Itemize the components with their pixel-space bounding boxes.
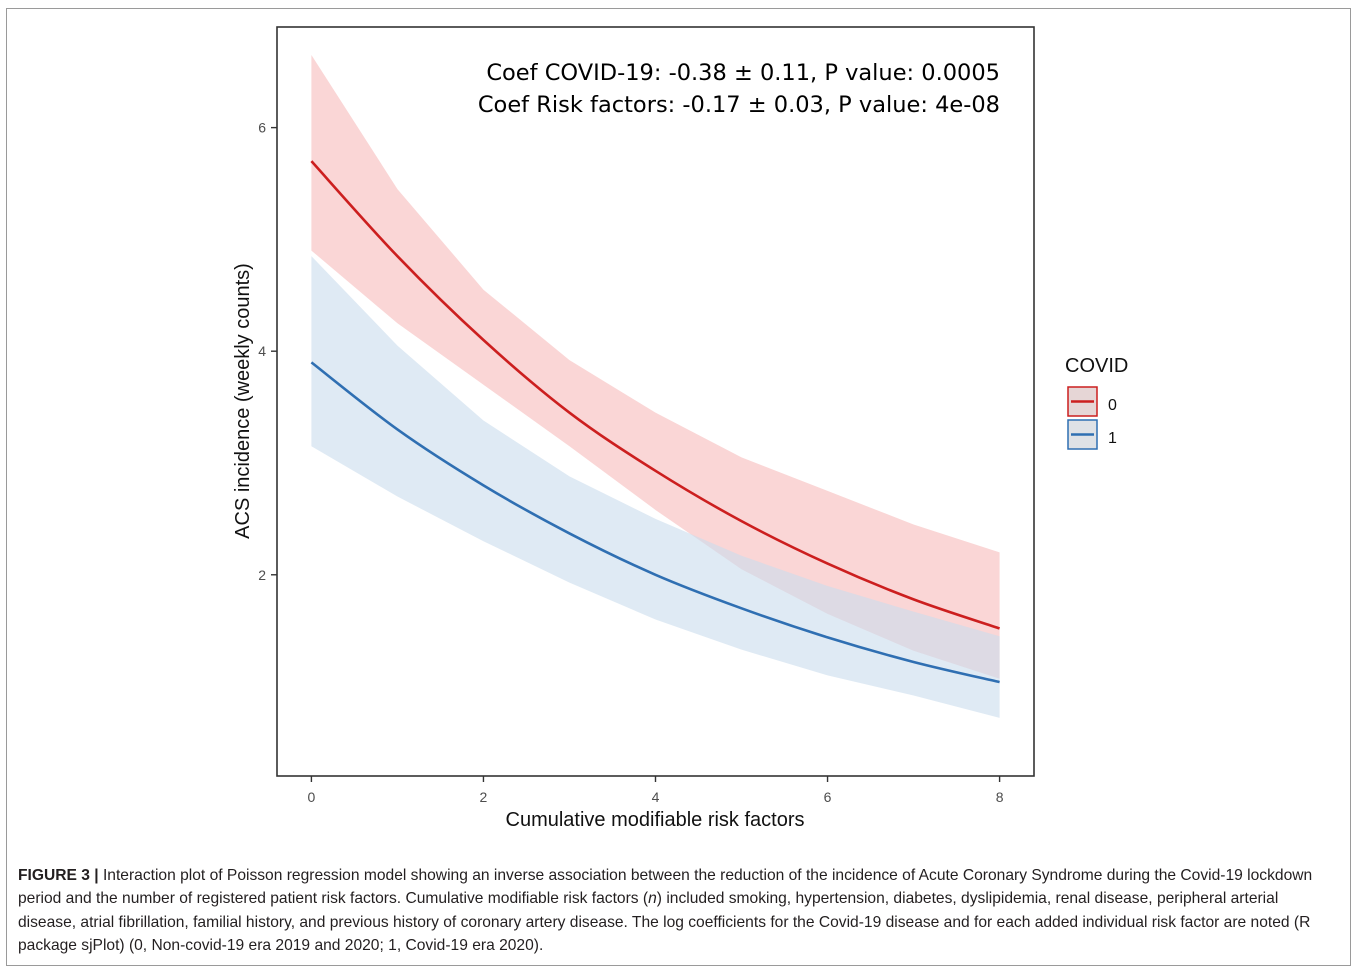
legend-item-0: 0 [1067,386,1117,417]
series-lines [310,160,1001,684]
legend-label-1: 1 [1108,430,1117,447]
confidence-band-0 [311,54,1000,679]
y-tick-label: 2 [258,567,266,583]
y-axis-ticks: 2 4 6 [258,120,277,583]
caption-text-part2: ) included smoking, hypertension, diabet… [18,890,1311,954]
caption-n: n [648,890,657,908]
annotation-covid-coef: Coef COVID-19: -0.38 ± 0.11, P value: 0.… [486,60,1000,86]
x-axis-label: Cumulative modifiable risk factors [506,809,805,831]
interaction-plot: 0 2 4 6 8 2 4 6 Coef COVID-19: -0.38 ± 0.11, P… [232,26,1128,831]
legend-item-1: 1 [1067,419,1117,450]
series-line-1 [310,361,1000,684]
legend-title: COVID [1065,355,1128,377]
y-tick-label: 4 [258,343,266,359]
annotation-risk-coef: Coef Risk factors: -0.17 ± 0.03, P value… [478,92,1000,118]
figure-frame [6,8,1351,966]
x-tick-label: 4 [652,789,660,805]
y-tick-label: 6 [258,120,266,136]
confidence-band-1 [311,256,1000,718]
x-axis-ticks: 0 2 4 6 8 [308,776,1004,805]
legend: COVID 0 1 [1065,355,1128,450]
legend-label-0: 0 [1108,397,1117,414]
figure-caption: FIGURE 3 | Interaction plot of Poisson r… [18,864,1340,957]
caption-label: FIGURE 3 | [18,867,99,884]
x-tick-label: 0 [308,789,316,805]
confidence-bands [311,54,1000,718]
x-tick-label: 8 [996,789,1004,805]
x-tick-label: 6 [824,789,832,805]
x-tick-label: 2 [480,789,488,805]
series-line-0 [310,160,1001,630]
caption-text-part1: Interaction plot of Poisson regression m… [18,867,1313,908]
y-axis-label: ACS incidence (weekly counts) [232,263,254,539]
